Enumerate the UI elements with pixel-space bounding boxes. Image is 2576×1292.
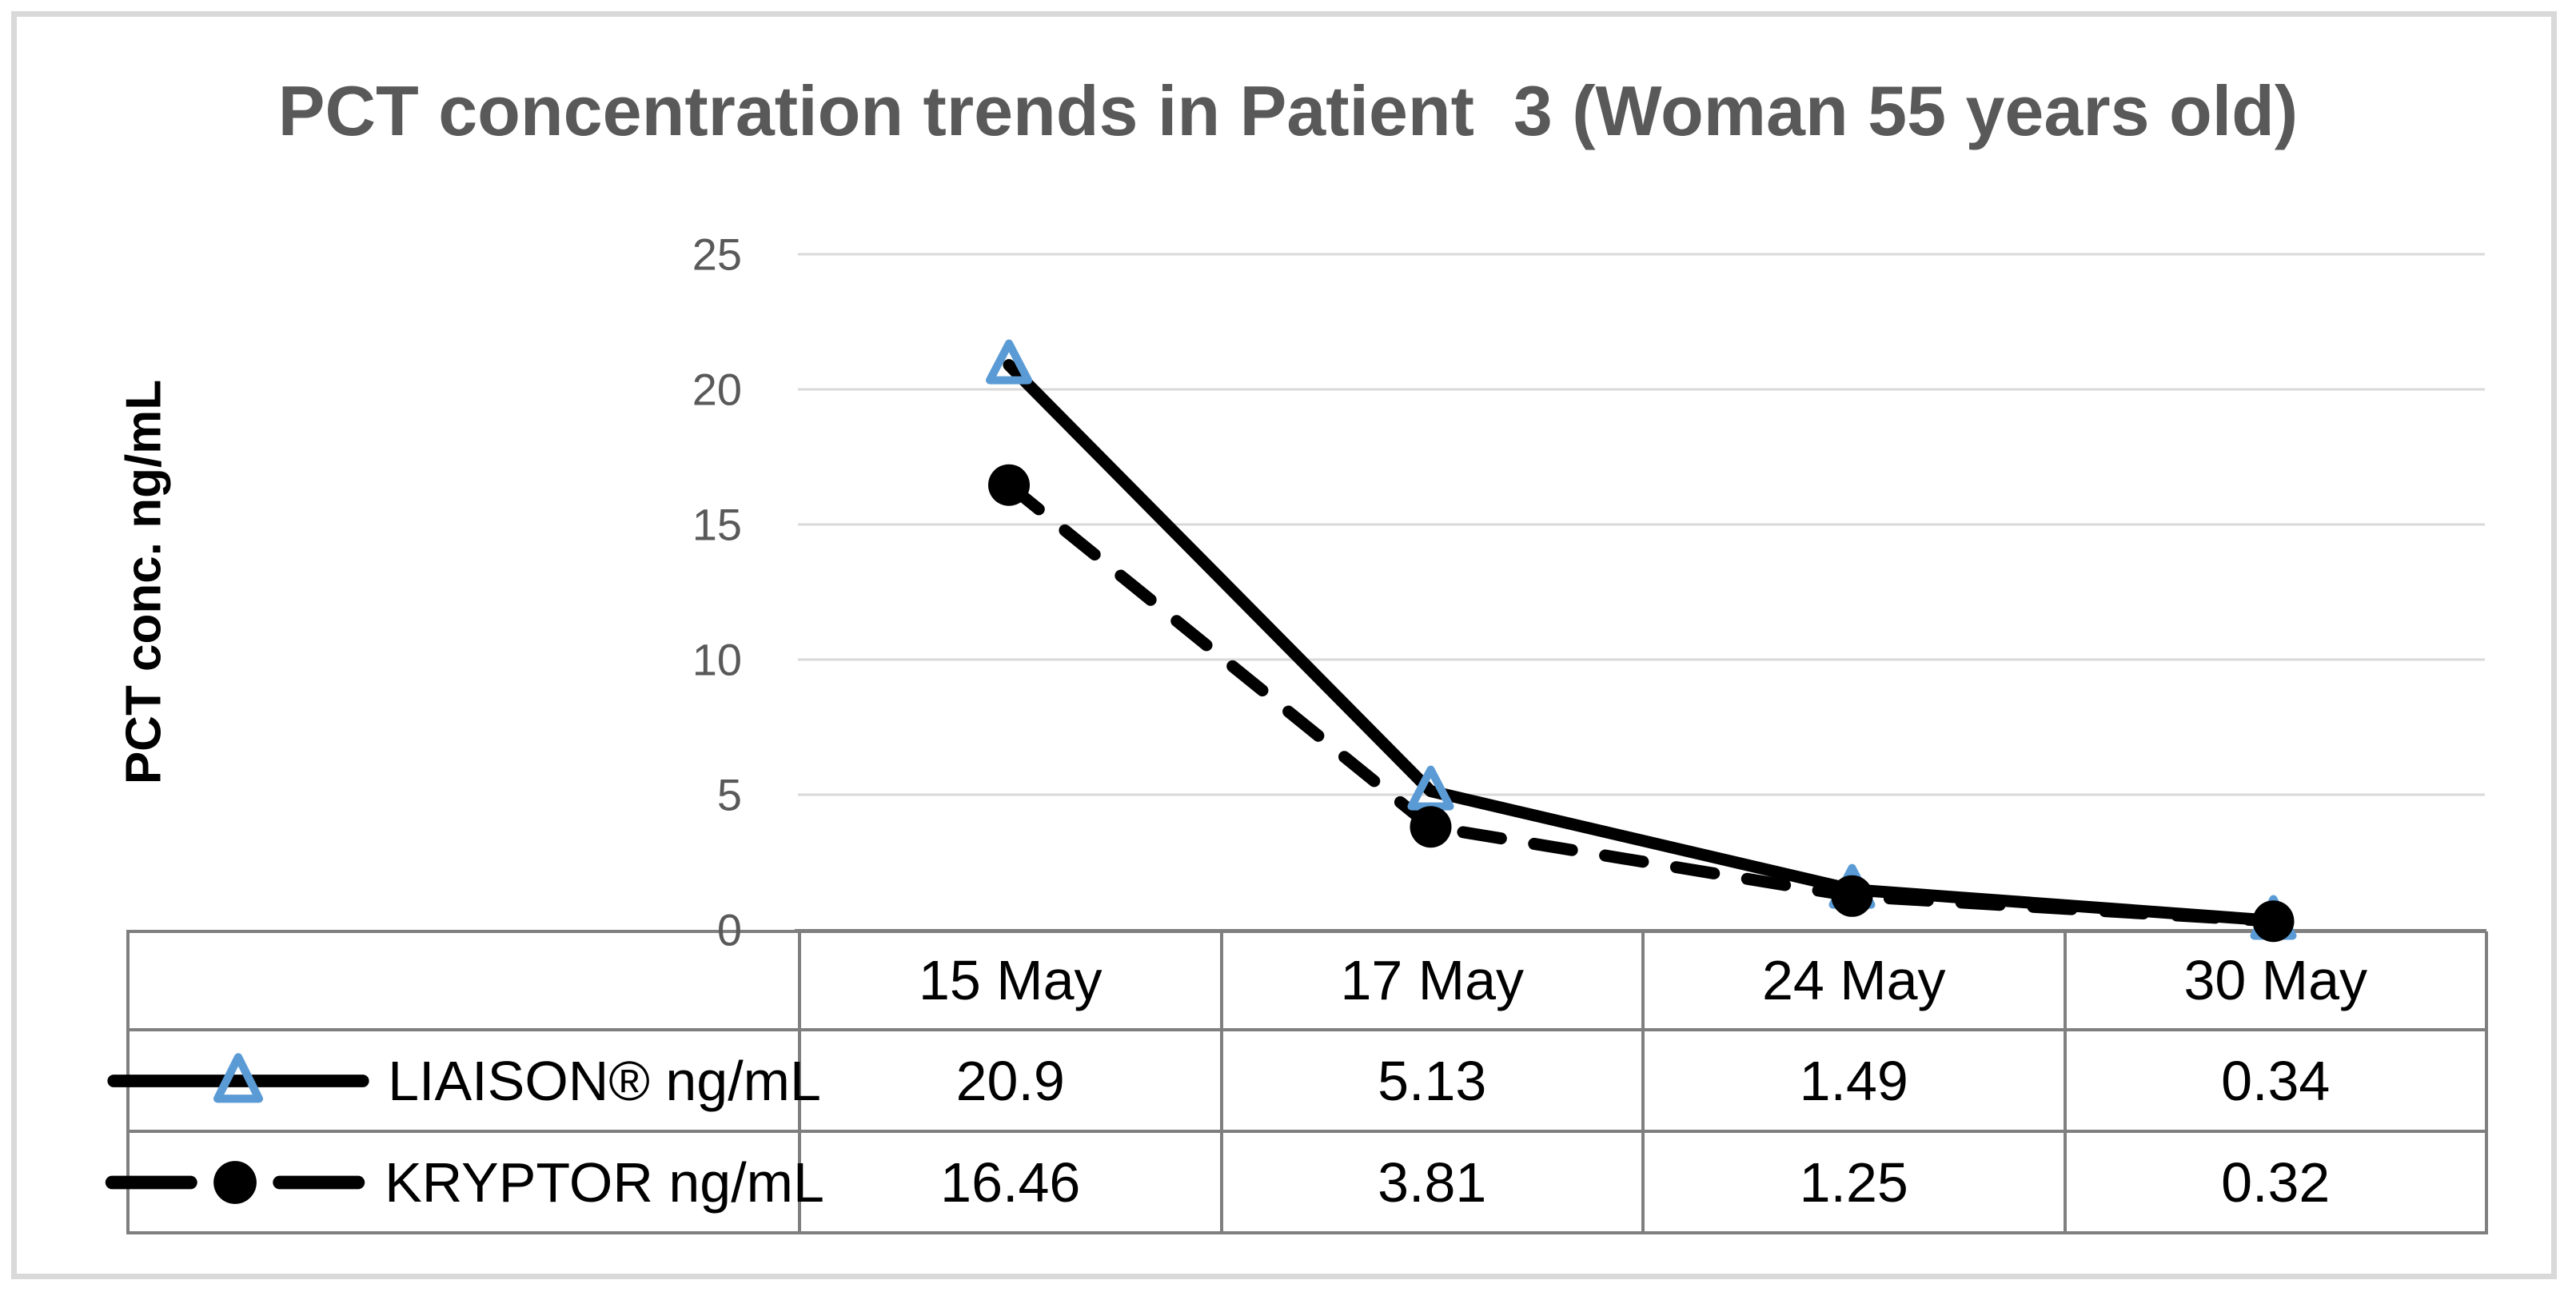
y-tick-label: 0	[716, 904, 742, 955]
kryptor-legend-key-icon	[103, 1149, 367, 1216]
data-table: 15 May 17 May 24 May 30 May LIAISON® ng/…	[105, 930, 2488, 1234]
kryptor-series-name: KRYPTOR ng/mL	[385, 1150, 824, 1214]
kryptor-legend-cell: KRYPTOR ng/mL	[105, 1130, 824, 1234]
chart-title: PCT concentration trends in Patient 3 (W…	[277, 71, 2299, 150]
y-tick-label: 10	[692, 634, 742, 685]
y-axis-title: PCT conc. ng/mL	[116, 379, 172, 785]
y-tick-label: 25	[692, 229, 742, 280]
y-tick-label: 15	[692, 499, 742, 550]
y-tick-label: 5	[716, 769, 742, 820]
liaison-legend-cell: LIAISON® ng/mL	[107, 1028, 821, 1133]
date-header-cell: 30 May	[2063, 931, 2488, 1031]
table-spacer-cell	[126, 930, 801, 1031]
liaison-value-cell: 1.49	[1641, 1028, 2067, 1133]
liaison-value-cell: 5.13	[1219, 1028, 1645, 1133]
kryptor-value-cell: 0.32	[2063, 1130, 2488, 1234]
kryptor-value-cell: 1.25	[1641, 1130, 2067, 1234]
kryptor-value-cell: 16.46	[798, 1130, 1223, 1234]
date-header-cell: 15 May	[798, 931, 1223, 1031]
kryptor-series-row: KRYPTOR ng/mL 16.46 3.81 1.25 0.32	[105, 1130, 2488, 1234]
liaison-series-name: LIAISON® ng/mL	[388, 1049, 821, 1112]
table-header-row: 15 May 17 May 24 May 30 May	[126, 930, 2488, 1031]
kryptor-value-cell: 3.81	[1219, 1130, 1645, 1234]
y-tick-label: 20	[692, 364, 742, 415]
date-header-cell: 24 May	[1641, 931, 2067, 1031]
liaison-series-row: LIAISON® ng/mL 20.9 5.13 1.49 0.34	[107, 1028, 2488, 1133]
liaison-legend-key-icon	[106, 1047, 370, 1115]
date-header-cell: 17 May	[1219, 931, 1645, 1031]
liaison-value-cell: 20.9	[798, 1028, 1223, 1133]
liaison-value-cell: 0.34	[2063, 1028, 2488, 1133]
